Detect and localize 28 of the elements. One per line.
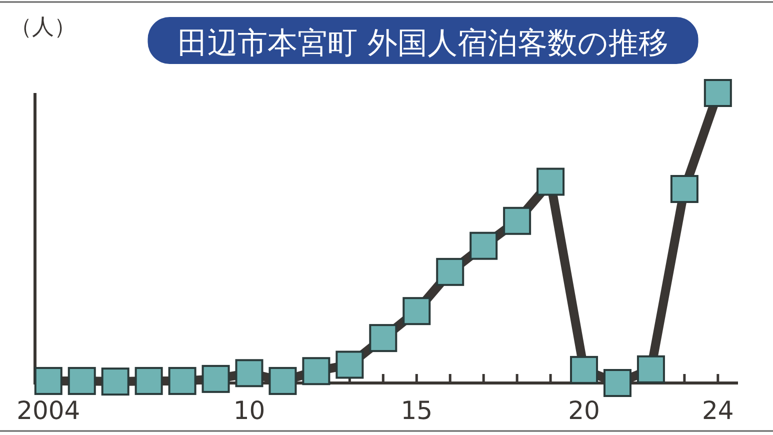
point bbox=[302, 357, 330, 386]
x-tick-label: 24 bbox=[702, 396, 734, 425]
point bbox=[536, 168, 565, 196]
point bbox=[570, 356, 598, 384]
point bbox=[503, 206, 532, 235]
point bbox=[134, 366, 163, 395]
x-tick-label: 15 bbox=[400, 396, 433, 425]
point bbox=[336, 350, 364, 379]
point bbox=[34, 366, 62, 395]
point bbox=[603, 369, 632, 397]
chart-title: 田辺市本宮町 外国人宿泊客数の推移 bbox=[178, 26, 668, 61]
x-tick-label: 10 bbox=[233, 396, 266, 425]
point bbox=[369, 324, 398, 352]
point bbox=[704, 79, 732, 107]
point bbox=[268, 366, 297, 395]
point bbox=[436, 258, 464, 286]
x-tick-label: 2004 bbox=[16, 396, 80, 425]
point bbox=[68, 366, 96, 395]
point bbox=[101, 368, 130, 396]
point bbox=[202, 364, 230, 393]
point bbox=[402, 297, 431, 326]
text: （人） bbox=[10, 15, 76, 40]
point bbox=[470, 232, 498, 260]
point bbox=[235, 359, 264, 388]
point bbox=[670, 174, 698, 203]
point bbox=[636, 355, 665, 384]
x-tick-label: 20 bbox=[568, 396, 600, 425]
point bbox=[168, 366, 196, 395]
